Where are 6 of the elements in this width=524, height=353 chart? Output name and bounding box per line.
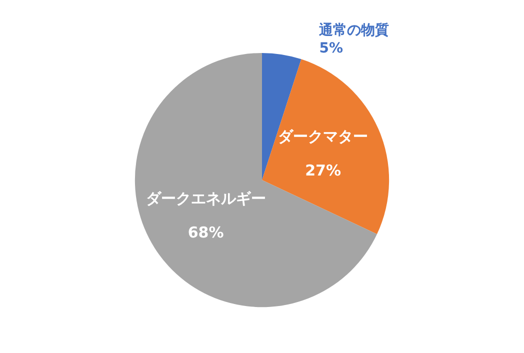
data-label: 5%: [319, 40, 344, 57]
slice-label: ダークエネルギー: [146, 190, 266, 208]
data-label: 68%: [188, 224, 224, 242]
slice-label: ダークマター: [278, 128, 368, 146]
data-label: 27%: [305, 162, 342, 180]
slice-label: 通常の物質: [318, 22, 390, 39]
